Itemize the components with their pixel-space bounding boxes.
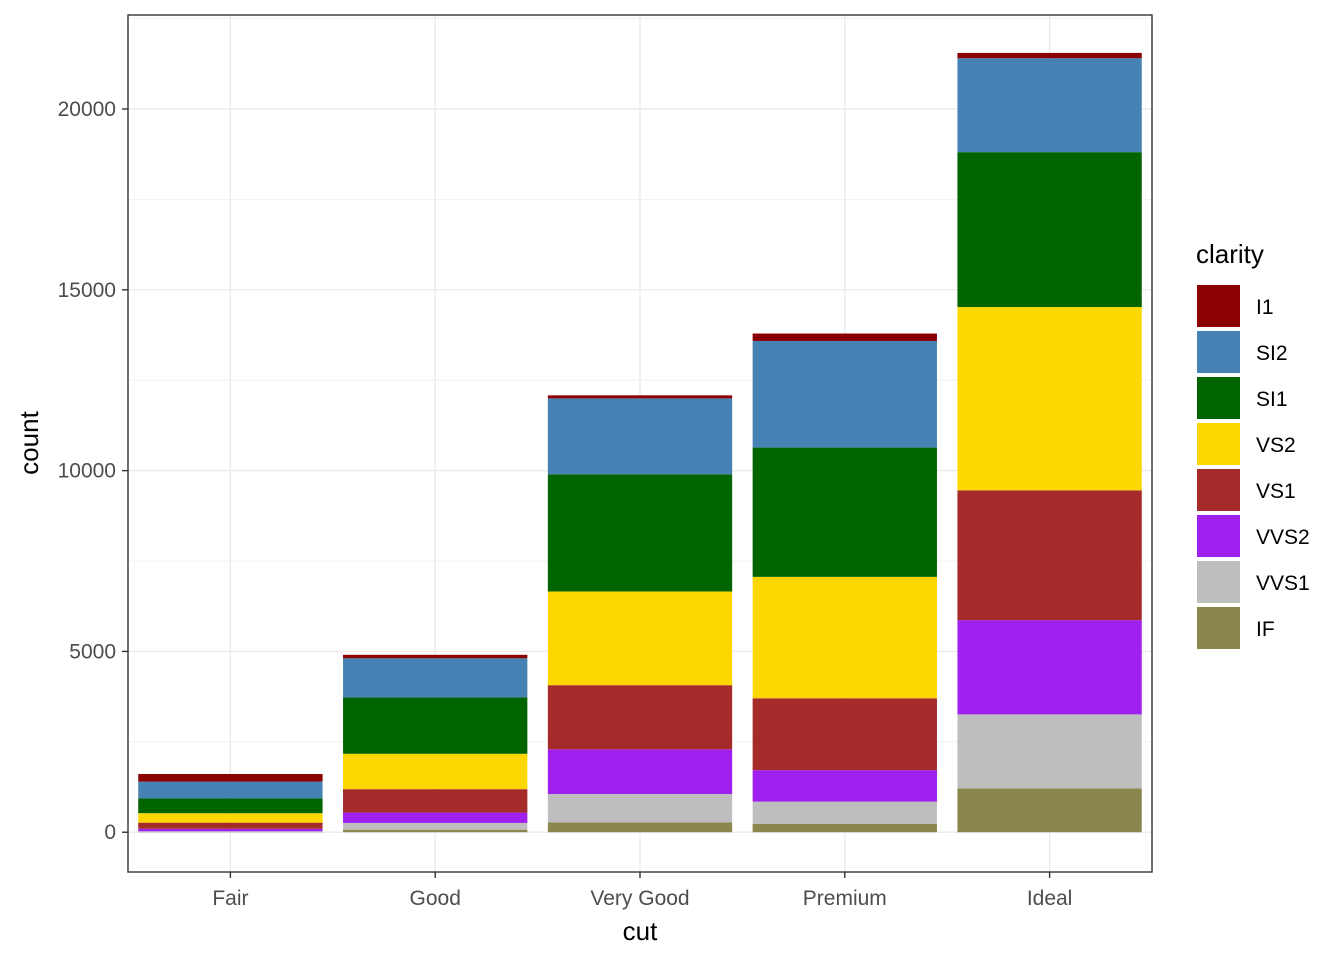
bar-segment-very-good-si1 [547, 474, 733, 592]
x-axis-title: cut [623, 916, 658, 946]
bar-segment-good-i1 [343, 654, 528, 659]
x-axis: Fair Good Very Good Premium Ideal [212, 872, 1072, 910]
bar-segment-fair-si1 [138, 798, 323, 814]
bar-segment-good-if [343, 829, 528, 833]
x-tick-label: Good [410, 887, 461, 910]
bar-segment-very-good-si2 [547, 398, 733, 475]
bar-segment-ideal-vs1 [957, 490, 1142, 621]
bar-segment-premium-i1 [752, 333, 937, 341]
bar-segment-ideal-si2 [957, 58, 1142, 153]
bar-segment-fair-vvs2 [138, 828, 323, 832]
bar-segment-fair-vvs1 [138, 831, 323, 832]
bar-segment-good-vs1 [343, 789, 528, 813]
legend-key-vvs2 [1197, 515, 1240, 557]
legend-label-vvs1: VVS1 [1256, 572, 1310, 595]
x-tick-label: Very Good [590, 887, 689, 910]
bar-segment-fair-vs2 [138, 813, 323, 823]
bar-segment-premium-vvs2 [752, 770, 937, 802]
x-tick-label: Premium [803, 887, 887, 910]
legend-label-vs2: VS2 [1256, 434, 1296, 457]
legend-key-if [1197, 607, 1240, 649]
bar-segment-fair-vs1 [138, 822, 323, 829]
legend-key-vvs1 [1197, 561, 1240, 603]
legend-label-si2: SI2 [1256, 342, 1288, 365]
bar-segment-very-good-i1 [547, 395, 733, 399]
legend-key-si1 [1197, 377, 1240, 419]
legend: clarity I1 SI2 SI1 VS2 VS1 VVS2 VVS1 IF [1196, 239, 1310, 649]
legend-label-vs1: VS1 [1256, 480, 1296, 503]
bar-segment-good-vs2 [343, 753, 528, 790]
bar-segment-very-good-vvs2 [547, 749, 733, 795]
bar-segment-premium-vs1 [752, 698, 937, 771]
y-tick-label: 10000 [58, 460, 116, 483]
bar-segment-good-vvs2 [343, 812, 528, 823]
bar-segment-ideal-vs2 [957, 306, 1142, 491]
bar-segment-ideal-if [957, 788, 1142, 833]
legend-key-vs2 [1197, 423, 1240, 465]
legend-label-i1: I1 [1256, 296, 1274, 319]
bar-segment-good-si1 [343, 697, 528, 754]
bar-segment-ideal-vvs1 [957, 714, 1142, 789]
legend-key-si2 [1197, 331, 1240, 373]
legend-key-i1 [1197, 285, 1240, 327]
bar-segment-good-vvs1 [343, 822, 528, 830]
legend-label-vvs2: VVS2 [1256, 526, 1310, 549]
legend-title: clarity [1196, 239, 1264, 269]
bar-segment-ideal-i1 [957, 52, 1142, 59]
legend-key-vs1 [1197, 469, 1240, 511]
bar-segment-very-good-if [547, 822, 733, 833]
bar-segment-premium-if [752, 823, 937, 833]
y-tick-label: 15000 [58, 279, 116, 302]
bar-segment-ideal-si1 [957, 152, 1142, 307]
bar-segment-ideal-vvs2 [957, 620, 1142, 715]
bar-segment-very-good-vs2 [547, 591, 733, 686]
x-tick-label: Fair [212, 887, 248, 910]
y-tick-label: 5000 [69, 640, 116, 663]
y-tick-label: 20000 [58, 98, 116, 121]
bars [138, 52, 1142, 833]
legend-label-si1: SI1 [1256, 388, 1288, 411]
legend-label-if: IF [1256, 618, 1275, 641]
bar-segment-premium-vvs1 [752, 801, 937, 824]
bar-segment-premium-si2 [752, 340, 937, 448]
y-axis: 0 5000 10000 15000 20000 [58, 98, 128, 844]
bar-segment-good-si2 [343, 658, 528, 698]
y-tick-label: 0 [104, 821, 116, 844]
bar-segment-very-good-vvs1 [547, 794, 733, 823]
bar-segment-very-good-vs1 [547, 685, 733, 750]
bar-segment-fair-si2 [138, 781, 323, 799]
x-tick-label: Ideal [1027, 887, 1073, 910]
y-axis-title: count [14, 410, 44, 474]
bar-segment-premium-si1 [752, 447, 937, 577]
bar-segment-premium-vs2 [752, 576, 937, 699]
bar-segment-fair-i1 [138, 774, 323, 782]
